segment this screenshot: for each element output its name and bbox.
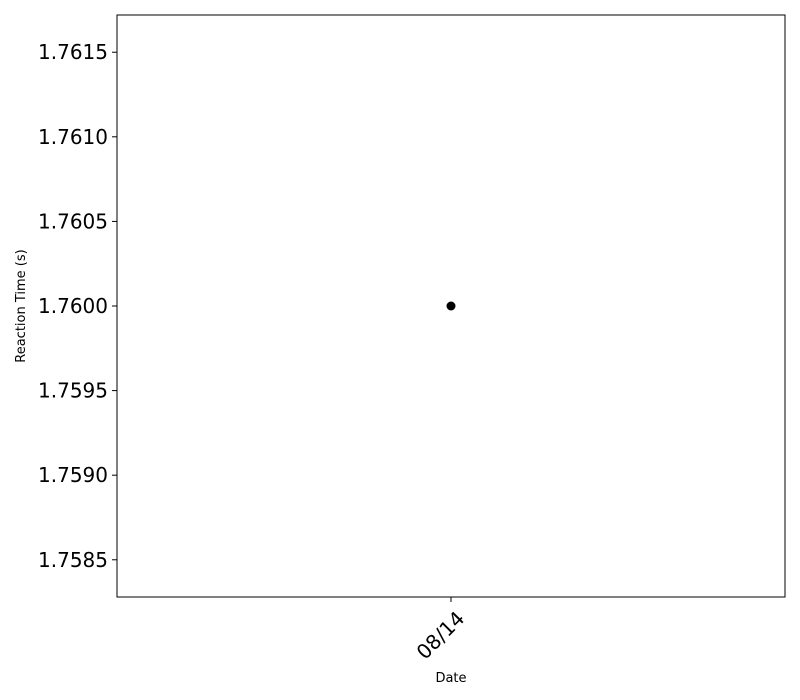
x-axis-label: Date: [435, 671, 466, 686]
data-points: [446, 301, 456, 311]
y-axis-label: Reaction Time (s): [14, 249, 29, 362]
x-axis: 08/14: [412, 597, 470, 664]
y-tick-label: 1.7585: [38, 548, 108, 572]
y-tick-label: 1.7590: [38, 463, 108, 487]
y-tick-label: 1.7610: [38, 125, 108, 149]
x-tick-label: 08/14: [412, 606, 470, 664]
y-tick-label: 1.7605: [38, 209, 108, 233]
y-tick-label: 1.7600: [38, 294, 108, 318]
y-axis: 1.7585 1.7590 1.7595 1.7600 1.7605 1.7610 1.76…: [38, 40, 117, 572]
data-point: [446, 301, 456, 311]
y-tick-label: 1.7615: [38, 40, 108, 64]
y-tick-label: 1.7595: [38, 379, 108, 403]
